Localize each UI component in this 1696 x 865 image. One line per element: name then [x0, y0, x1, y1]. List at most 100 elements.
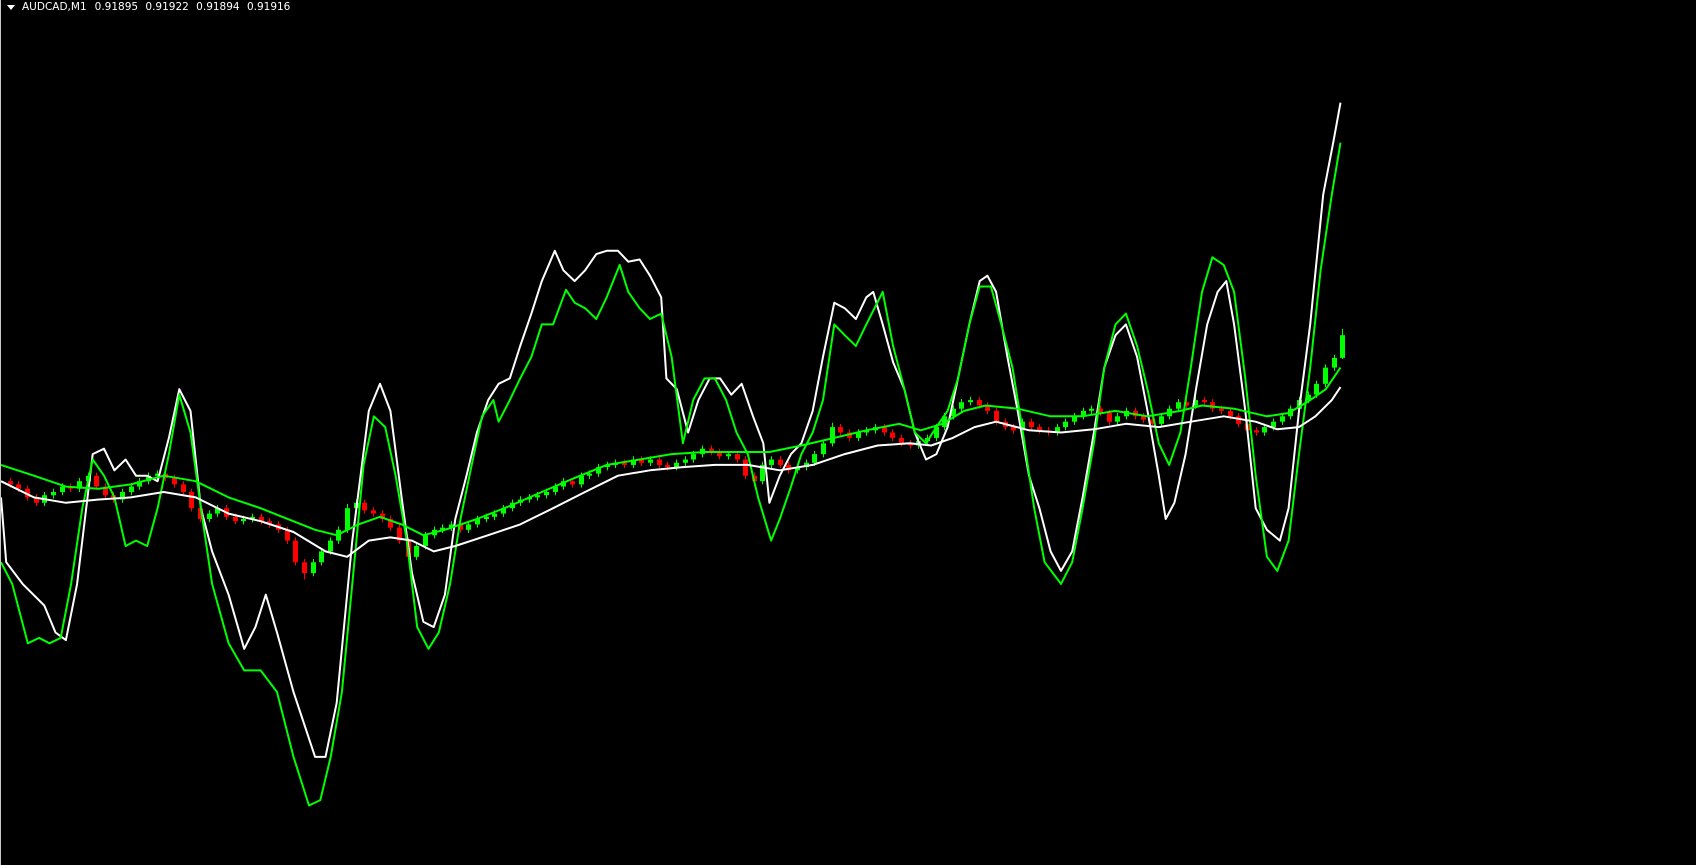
- bull-candle: [968, 400, 973, 403]
- bear-candle: [743, 459, 748, 476]
- bear-candle: [397, 527, 402, 541]
- bull-candle: [535, 495, 540, 498]
- bull-candle: [648, 459, 653, 463]
- bear-candle: [882, 427, 887, 433]
- bear-candle: [1228, 410, 1233, 417]
- bull-candle: [484, 516, 489, 519]
- bull-candle: [821, 443, 826, 455]
- bear-candle: [709, 448, 714, 452]
- bear-candle: [665, 464, 670, 468]
- bear-candle: [233, 516, 238, 522]
- bull-candle: [553, 486, 558, 492]
- bear-candle: [8, 481, 13, 485]
- bear-candle: [1184, 402, 1189, 406]
- bull-candle: [207, 513, 212, 519]
- bull-candle: [1280, 416, 1285, 422]
- bear-candle: [1107, 413, 1112, 422]
- bull-candle: [345, 508, 350, 530]
- bull-candle: [769, 459, 774, 465]
- bull-candle: [414, 546, 419, 557]
- bear-candle: [172, 477, 177, 485]
- bull-candle: [691, 454, 696, 460]
- triangle-down-icon[interactable]: [7, 4, 15, 10]
- bull-candle: [951, 408, 956, 417]
- bull-candle: [864, 430, 869, 433]
- bull-candle: [250, 516, 255, 519]
- bear-candle: [657, 459, 662, 465]
- bear-candle: [735, 454, 740, 460]
- bull-candle: [1055, 427, 1060, 433]
- bull-candle: [501, 508, 506, 514]
- bear-candle: [25, 488, 30, 498]
- bull-candle: [1323, 367, 1328, 384]
- bull-candle: [544, 491, 549, 496]
- bear-candle: [977, 400, 982, 406]
- bull-candle: [129, 486, 134, 492]
- bull-candle: [1340, 335, 1345, 358]
- bear-candle: [786, 464, 791, 471]
- bull-candle: [579, 475, 584, 485]
- low-value: 0.91894: [196, 1, 240, 13]
- ohlc-values: 0.91895 0.91922 0.91894 0.91916: [91, 1, 291, 13]
- indicator-line-3: [1, 367, 1342, 537]
- bear-candle: [570, 481, 575, 485]
- bull-candle: [1262, 427, 1267, 433]
- bear-candle: [267, 521, 272, 525]
- bull-candle: [830, 427, 835, 444]
- bear-candle: [259, 516, 264, 522]
- symbol-label: AUDCAD,M1: [22, 1, 87, 13]
- bear-candle: [16, 484, 21, 489]
- bear-candle: [1219, 408, 1224, 411]
- bull-candle: [605, 464, 610, 468]
- bull-candle: [1081, 410, 1086, 417]
- bull-candle: [311, 562, 316, 574]
- bull-candle: [1063, 421, 1068, 428]
- bull-candle: [1306, 394, 1311, 401]
- bull-candle: [1115, 416, 1120, 422]
- bear-candle: [198, 508, 203, 519]
- bull-candle: [1314, 383, 1319, 395]
- bull-candle: [726, 454, 731, 457]
- bull-candle: [1193, 400, 1198, 406]
- indicator-line-1: [1, 102, 1342, 758]
- bull-candle: [475, 519, 480, 525]
- bear-candle: [622, 462, 627, 465]
- bear-candle: [380, 513, 385, 519]
- bull-candle: [674, 462, 679, 468]
- bull-candle: [328, 540, 333, 552]
- bull-candle: [137, 481, 142, 487]
- bull-candle: [1176, 402, 1181, 409]
- indicator-line-4: [1, 386, 1342, 558]
- bull-candle: [146, 475, 151, 482]
- bull-candle: [423, 535, 428, 547]
- bull-candle: [934, 427, 939, 438]
- bull-candle: [587, 473, 592, 476]
- close-value: 0.91916: [246, 1, 291, 13]
- bear-candle: [899, 437, 904, 444]
- bear-candle: [1210, 402, 1215, 409]
- bear-candle: [1141, 416, 1146, 420]
- bull-candle: [856, 432, 861, 438]
- indicator-line-2: [1, 142, 1342, 807]
- bull-candle: [1332, 357, 1337, 368]
- bear-candle: [1037, 427, 1042, 431]
- bull-candle: [1072, 416, 1077, 422]
- bull-candle: [596, 467, 601, 474]
- bull-candle: [812, 454, 817, 463]
- bear-candle: [1236, 416, 1241, 424]
- high-value: 0.91922: [145, 1, 189, 13]
- bear-candle: [1098, 408, 1103, 414]
- bear-candle: [1202, 400, 1207, 403]
- bull-candle: [492, 513, 497, 517]
- bear-candle: [778, 459, 783, 465]
- bear-candle: [994, 410, 999, 422]
- bull-candle: [561, 481, 566, 487]
- bear-candle: [189, 491, 194, 509]
- bull-candle: [959, 402, 964, 409]
- bear-candle: [1011, 427, 1016, 431]
- bull-candle: [51, 491, 56, 496]
- bear-candle: [302, 562, 307, 574]
- bear-candle: [103, 486, 108, 496]
